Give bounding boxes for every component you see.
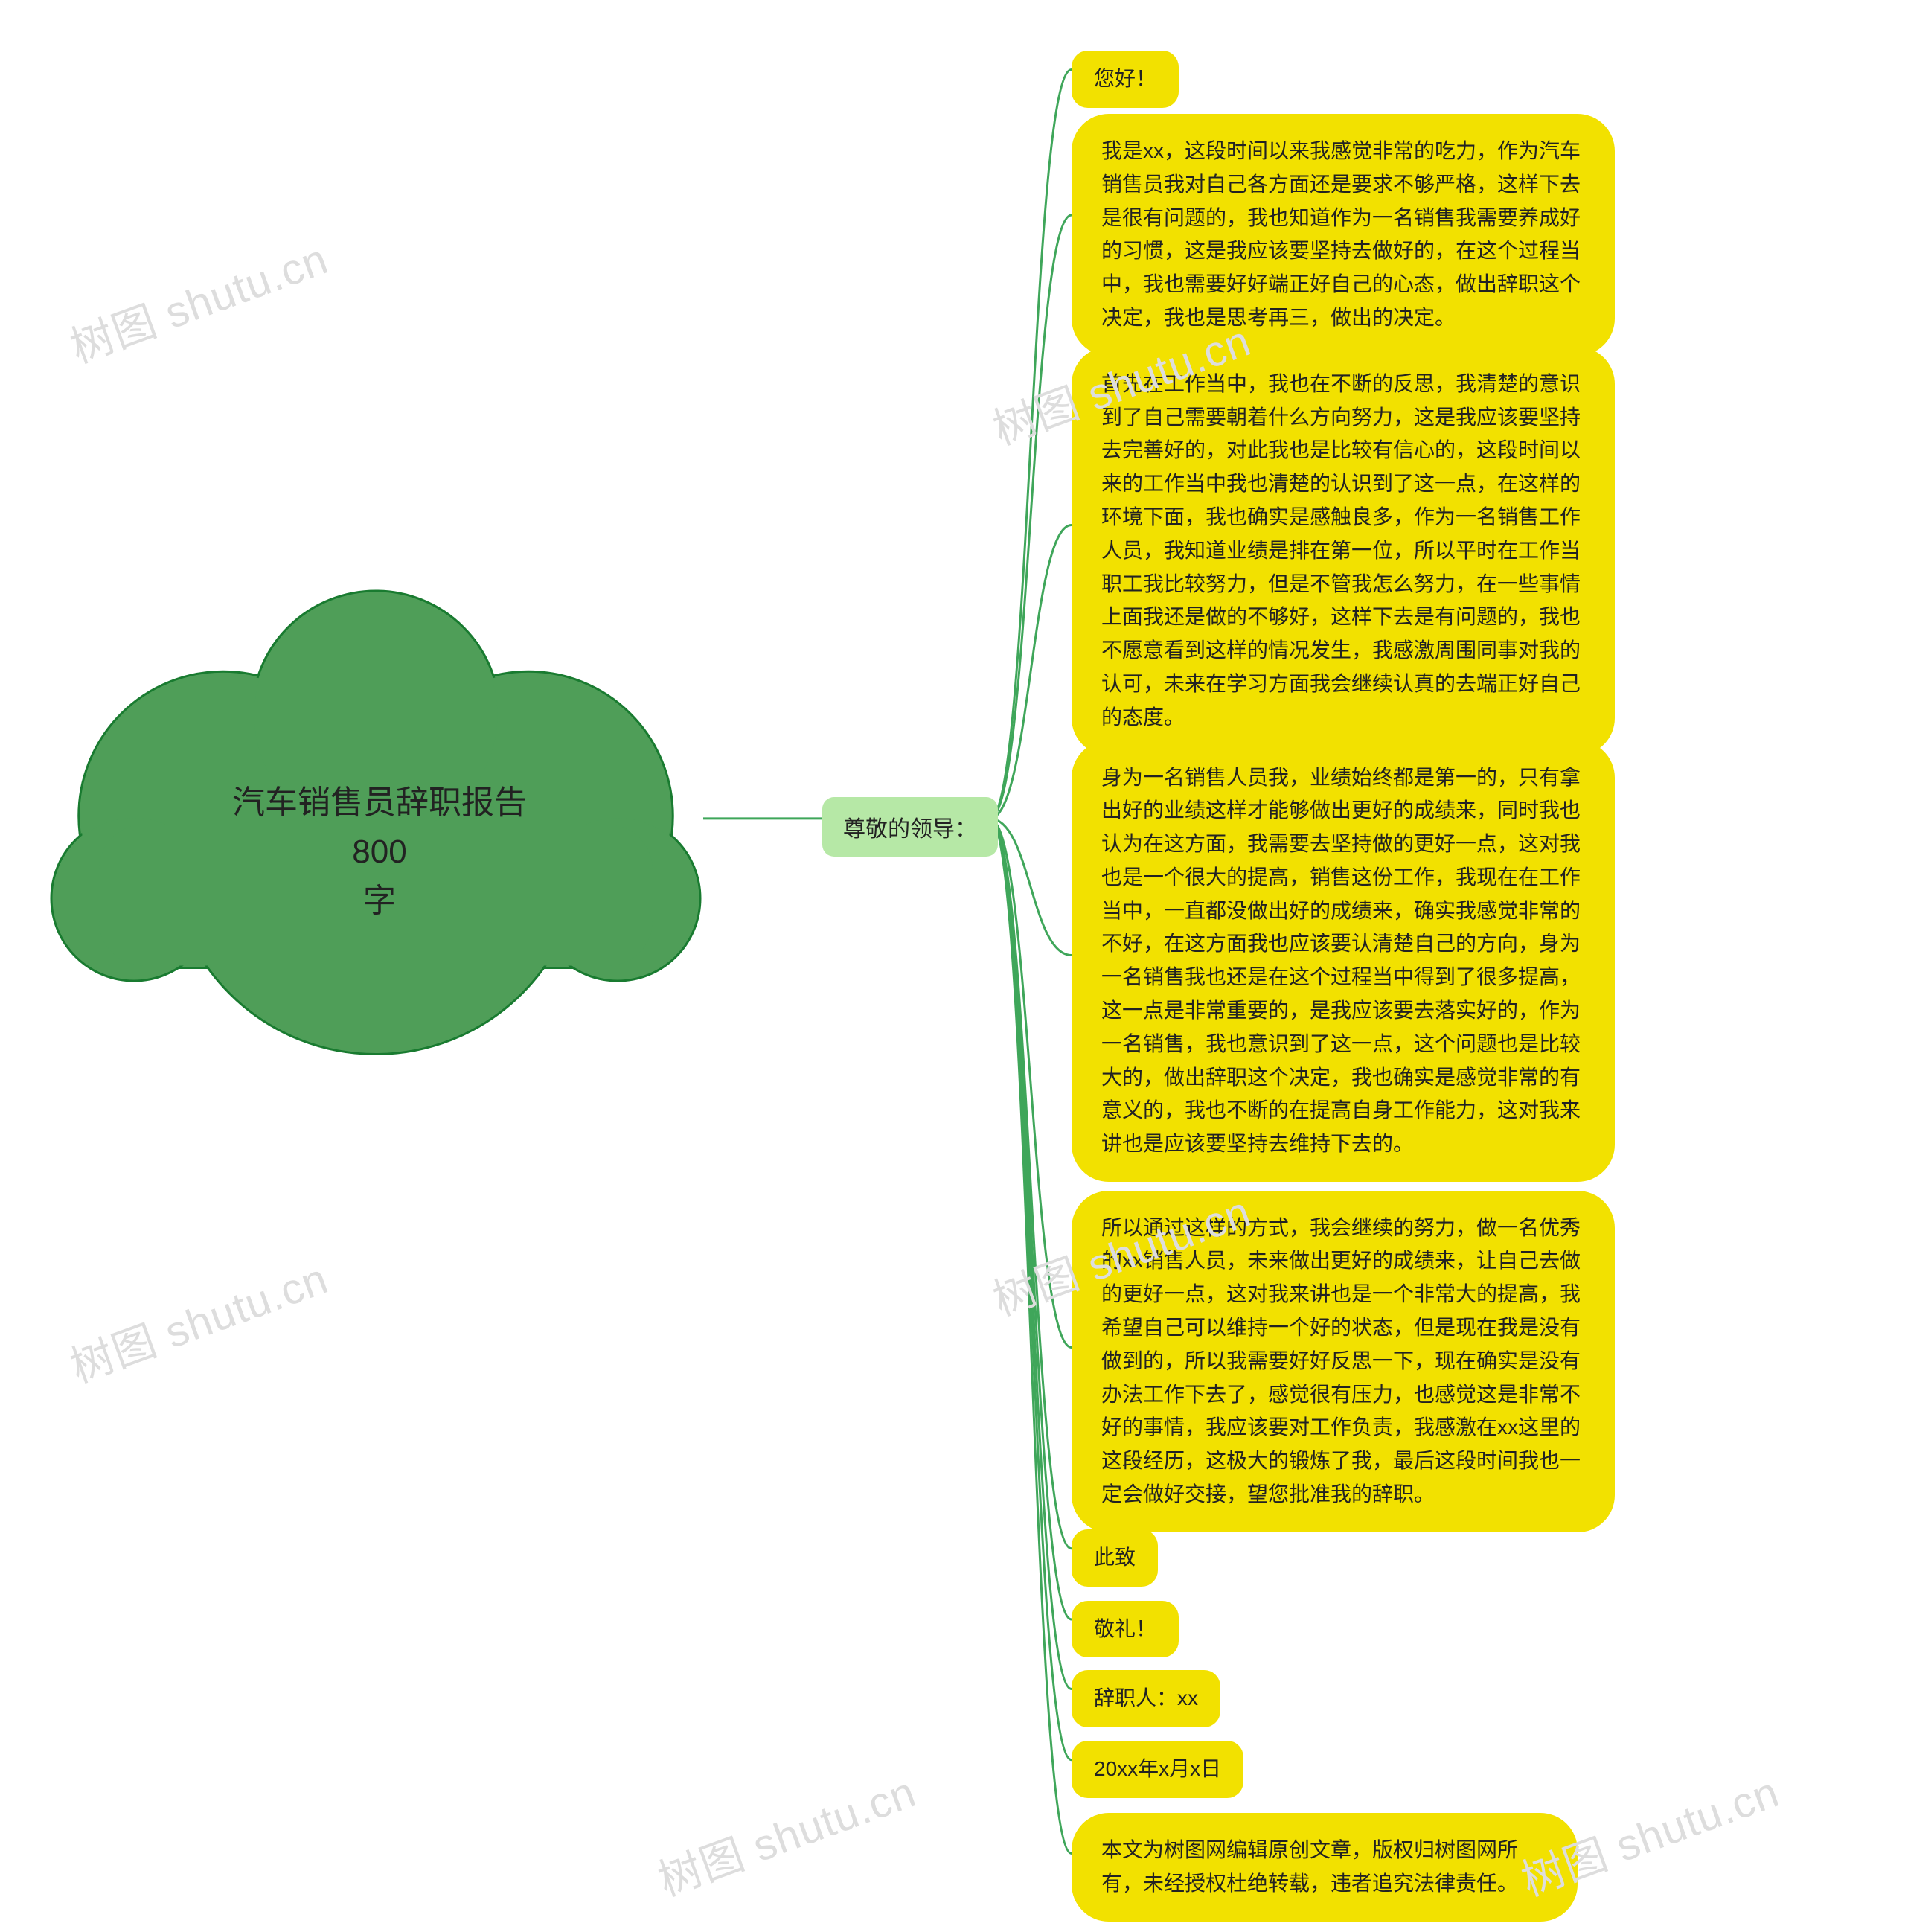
- leaf-node-p1: 我是xx，这段时间以来我感觉非常的吃力，作为汽车销售员我对自己各方面还是要求不够…: [1072, 114, 1615, 356]
- leaf-node-jingli: 敬礼！: [1072, 1601, 1179, 1658]
- root-cloud: [51, 591, 700, 1055]
- leaf-node-cizhi: 此致: [1072, 1529, 1158, 1587]
- leaf-node-foot: 本文为树图网编辑原创文章，版权归树图网所有，未经授权杜绝转载，违者追究法律责任。: [1072, 1813, 1578, 1922]
- leaf-node-date: 20xx年x月x日: [1072, 1741, 1243, 1798]
- leaf-node-p2: 首先在工作当中，我也在不断的反思，我清楚的意识到了自己需要朝着什么方向努力，这是…: [1072, 347, 1615, 755]
- leaf-node-p3: 身为一名销售人员我，业绩始终都是第一的，只有拿出好的业绩这样才能够做出更好的成绩…: [1072, 741, 1615, 1183]
- leaf-node-greet: 您好！: [1072, 51, 1179, 108]
- leaf-node-signer: 辞职人：xx: [1072, 1670, 1220, 1727]
- mid-node-leader: 尊敬的领导：: [822, 797, 998, 857]
- mindmap-canvas: [0, 0, 1905, 1932]
- leaf-node-p4: 所以通过这样的方式，我会继续的努力，做一名优秀的xx销售人员，未来做出更好的成绩…: [1072, 1191, 1615, 1532]
